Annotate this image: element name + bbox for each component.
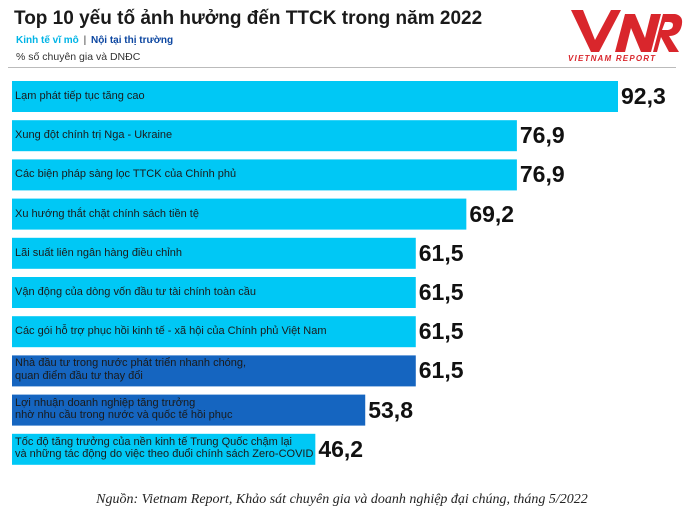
bar-value-label: 61,5 bbox=[418, 279, 464, 305]
bar-value-label: 46,2 bbox=[318, 435, 364, 462]
bar-label-line: Tốc độ tăng trưởng của nền kinh tế Trung… bbox=[15, 435, 292, 448]
bar-4 bbox=[12, 198, 467, 230]
bar-label: Lạm phát tiếp tục tăng cao bbox=[15, 90, 145, 103]
vnr-logo bbox=[571, 10, 683, 52]
legend-separator: | bbox=[83, 35, 87, 46]
bar-value-label: 61,5 bbox=[418, 357, 464, 384]
bar-chart bbox=[12, 81, 618, 465]
bar-value-label: 61,5 bbox=[418, 239, 464, 266]
bar-label-line: và những tác động do việc theo đuổi chín… bbox=[15, 448, 314, 461]
bar-value-label: 76,9 bbox=[519, 161, 565, 188]
bar-label-line: Xung đột chính trị Nga - Ukraine bbox=[15, 129, 173, 142]
bar-9 bbox=[12, 394, 366, 426]
bar-label: Nhà đầu tư trong nước phát triển nhanh c… bbox=[15, 357, 246, 382]
bar-value-label: 53,8 bbox=[368, 396, 413, 423]
bar-label: Các gói hỗ trợ phục hồi kinh tế - xã hội… bbox=[15, 325, 327, 338]
bar-label-line: Lợi nhuận doanh nghiệp tăng trưởng bbox=[15, 396, 196, 409]
bar-value-label: 92,3 bbox=[621, 83, 666, 109]
bar-5 bbox=[12, 237, 416, 269]
bar-value-label: 76,9 bbox=[519, 122, 565, 149]
bar-label-line: Lãi suất liên ngân hàng điều chỉnh bbox=[15, 246, 182, 259]
bar-2 bbox=[12, 120, 517, 152]
legend-macro: Kinh tế vĩ mô bbox=[16, 35, 79, 46]
bar-label-line: Xu hướng thắt chặt chính sách tiền tệ bbox=[15, 207, 199, 220]
bar-label-line: Các biện pháp sàng lọc TTCK của Chính ph… bbox=[15, 168, 237, 181]
bar-value-label: 61,5 bbox=[418, 318, 464, 345]
bar-label: Xu hướng thắt chặt chính sách tiền tệ bbox=[15, 208, 199, 221]
source-note: Nguồn: Vietnam Report, Khảo sát chuyên g… bbox=[96, 492, 588, 507]
bar-7 bbox=[12, 316, 416, 348]
bar-label: Lợi nhuận doanh nghiệp tăng trưởng nhờ nh… bbox=[15, 397, 233, 422]
bar-label-line: Vận động của dòng vốn đầu tư tài chính t… bbox=[15, 286, 256, 298]
bar-10 bbox=[12, 433, 316, 465]
bar-1 bbox=[12, 81, 618, 112]
legend: Kinh tế vĩ mô | Nội tại thị trường bbox=[16, 35, 173, 46]
bar-label-line: Lạm phát tiếp tục tăng cao bbox=[15, 90, 145, 102]
legend-internal: Nội tại thị trường bbox=[90, 35, 174, 46]
bar-label: Các biện pháp sàng lọc TTCK của Chính ph… bbox=[15, 168, 236, 181]
logo-caption: VIETNAM REPORT bbox=[568, 54, 657, 63]
bar-label: Vận động của dòng vốn đầu tư tài chính t… bbox=[15, 286, 256, 299]
bar-label: Tốc độ tăng trưởng của nền kinh tế Trung… bbox=[15, 436, 313, 461]
bar-8 bbox=[12, 355, 416, 387]
bar-label-line: quan điểm đầu tư thay đổi bbox=[15, 369, 143, 382]
bar-label-line: nhờ nhu cầu trong nước và quốc tế hồi ph… bbox=[15, 409, 233, 422]
bar-label: Xung đột chính trị Nga - Ukraine bbox=[15, 129, 172, 142]
bar-label-line: Nhà đầu tư trong nước phát triển nhanh c… bbox=[15, 357, 247, 370]
bar-label-line: Các gói hỗ trợ phục hồi kinh tế - xã hội… bbox=[15, 325, 327, 338]
chart-unit: % số chuyên gia và DNĐC bbox=[16, 51, 141, 63]
bar-value-label: 69,2 bbox=[469, 200, 515, 227]
bar-label: Lãi suất liên ngân hàng điều chỉnh bbox=[15, 247, 182, 260]
chart-title: Top 10 yếu tố ảnh hưởng đến TTCK trong n… bbox=[14, 8, 483, 29]
bar-6 bbox=[12, 277, 416, 308]
header-divider bbox=[8, 67, 676, 68]
bar-3 bbox=[12, 159, 517, 191]
